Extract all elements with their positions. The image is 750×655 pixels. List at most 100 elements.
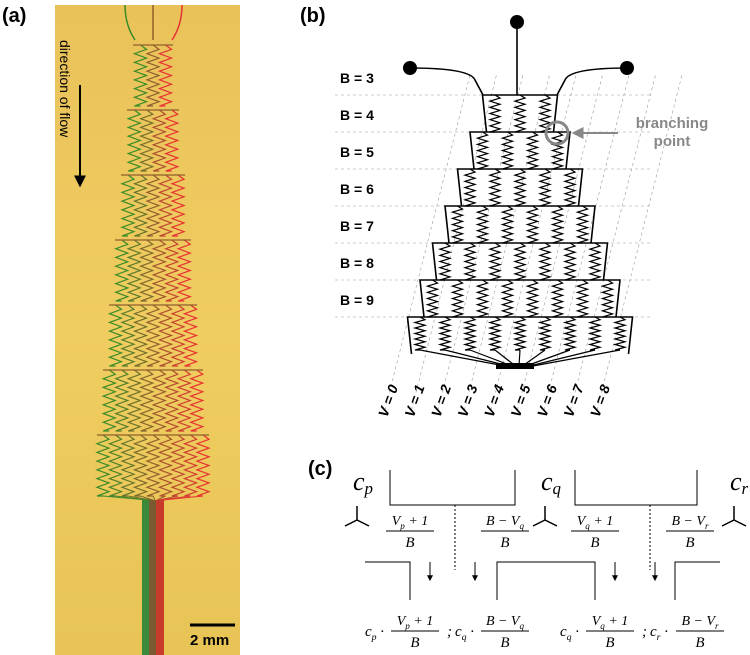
flow-label: direction of flow: [57, 40, 73, 138]
resistor: [553, 206, 563, 243]
resistor: [515, 95, 525, 132]
outlet-label: V = 7: [560, 381, 587, 419]
math-text: + 1: [410, 614, 433, 629]
denominator: B: [695, 635, 704, 651]
panel-label: (c): [308, 458, 332, 480]
flow-icon: [345, 506, 369, 526]
resistor: [515, 243, 525, 280]
coefficient: cr ·: [650, 624, 668, 643]
resistor: [515, 169, 525, 206]
denominator: B: [500, 635, 509, 651]
resistor: [478, 280, 488, 317]
math-text: B − V: [671, 514, 706, 529]
subscript: q: [520, 521, 525, 531]
numerator: B − Vq: [486, 514, 525, 531]
math-text: + 1: [590, 514, 613, 529]
inlet-symbol: cp: [353, 467, 373, 498]
outlet-label: V = 2: [428, 382, 454, 419]
outlet-stripe: [149, 500, 157, 655]
resistor: [540, 169, 550, 206]
branching-marker: [546, 122, 568, 144]
resistor: [440, 243, 450, 280]
inlet: [403, 61, 417, 75]
inlet: [510, 15, 524, 29]
denominator: B: [410, 635, 419, 651]
resistor: [615, 317, 625, 350]
math-text: ·: [572, 624, 580, 640]
resistor: [590, 243, 600, 280]
resistor: [503, 132, 513, 169]
channel: [575, 470, 697, 505]
subscript: q: [520, 621, 525, 631]
outlet-label: V = 3: [454, 382, 480, 419]
resistor: [603, 280, 613, 317]
math-text: + 1: [605, 614, 628, 629]
resistor: [478, 132, 488, 169]
outlet-line: [533, 350, 620, 366]
resistor: [540, 317, 550, 350]
channel: [365, 562, 410, 600]
outlet-label: V = 0: [375, 382, 401, 419]
resistor: [478, 206, 488, 243]
stage-bar: [420, 280, 620, 317]
inlet-tube: [410, 68, 483, 95]
inlet: [620, 61, 634, 75]
numerator: Vq + 1: [577, 514, 614, 531]
channel: [390, 470, 515, 505]
resistor: [490, 317, 500, 350]
scale-label: 2 mm: [190, 632, 229, 649]
outlet-label: V = 8: [587, 382, 613, 419]
flow-icon: [722, 506, 746, 526]
numerator: B − Vr: [681, 614, 719, 631]
subscript: r: [715, 621, 719, 631]
outlet-stripe: [142, 500, 150, 655]
branch-label: B = 7: [340, 218, 374, 234]
math-text: c: [353, 467, 365, 496]
panel-label: (b): [300, 5, 326, 27]
subscript: r: [705, 521, 709, 531]
channel: [675, 562, 720, 600]
outlet-label: V = 1: [401, 382, 427, 419]
math-text: ·: [467, 624, 475, 640]
resistor: [490, 169, 500, 206]
resistor: [528, 132, 538, 169]
resistor: [465, 169, 475, 206]
subscript: p: [364, 479, 373, 498]
resistor: [590, 317, 600, 350]
math-text: B − V: [486, 514, 521, 529]
resistor: [503, 280, 513, 317]
flow-icon: [533, 506, 557, 526]
separator: ;: [447, 624, 452, 640]
branch-label: B = 8: [340, 255, 374, 271]
outlet: [496, 363, 534, 369]
page: direction of flow2 mm B = 3B = 4B = 5B =…: [0, 0, 750, 655]
numerator: Vp + 1: [392, 514, 429, 531]
resistor: [490, 95, 500, 132]
resistor: [465, 243, 475, 280]
stage-bar: [433, 243, 608, 280]
numerator: Vq + 1: [592, 614, 629, 631]
annotation: branching: [636, 115, 709, 132]
numerator: B − Vr: [671, 514, 709, 531]
inlet-symbol: cq: [541, 467, 562, 498]
branch-label: B = 3: [340, 70, 374, 86]
outlet-label: V = 6: [534, 382, 560, 419]
denominator: B: [500, 535, 509, 551]
resistor: [490, 243, 500, 280]
math-text: + 1: [405, 514, 428, 529]
outlet-stripe: [156, 500, 164, 655]
resistor: [565, 243, 575, 280]
figure: direction of flow2 mm B = 3B = 4B = 5B =…: [0, 0, 750, 655]
annotation: point: [654, 133, 691, 150]
numerator: Vp + 1: [397, 614, 434, 631]
resistor: [453, 206, 463, 243]
panel-label: (a): [2, 5, 26, 27]
math-text: B − V: [486, 614, 521, 629]
denominator: B: [590, 535, 599, 551]
denominator: B: [405, 535, 414, 551]
coefficient: cq ·: [560, 624, 579, 643]
branch-label: B = 9: [340, 292, 374, 308]
stage-bar: [445, 206, 595, 243]
branch-label: B = 4: [340, 107, 374, 123]
